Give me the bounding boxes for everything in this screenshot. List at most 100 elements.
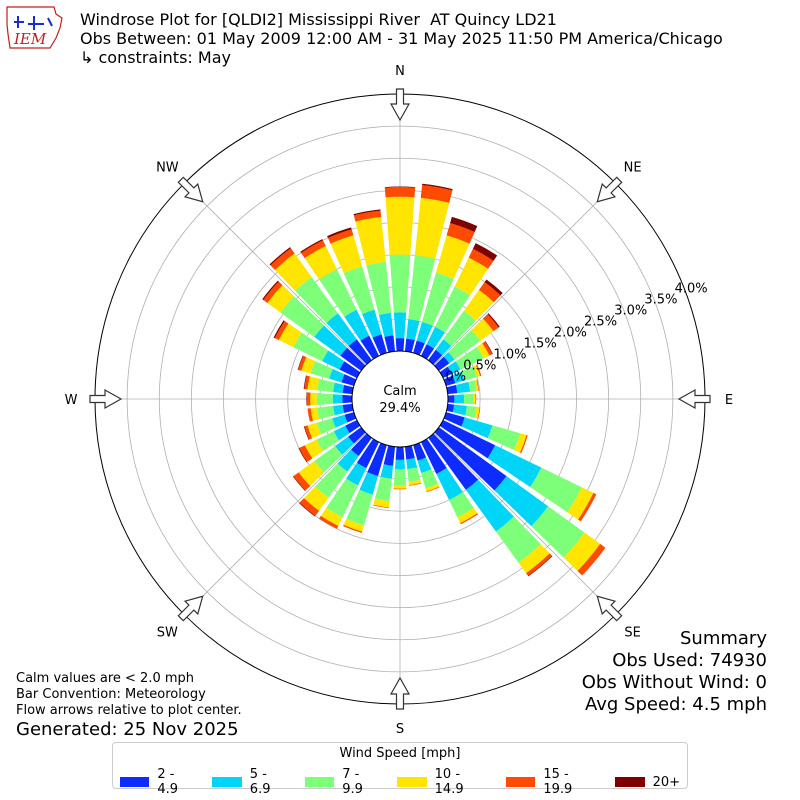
windrose-bar-segment [414,197,450,259]
direction-label-n: N [395,64,405,79]
direction-label-w: W [65,393,78,408]
windrose-bar-segment [380,464,394,479]
legend-label: 15 - 19.9 [543,767,573,797]
windrose-bar-segment [385,196,415,255]
windrose-bar-segment [518,544,550,574]
windrose-bar-segment [298,448,308,463]
direction-label-s: S [396,722,404,737]
windrose-bar-segment [299,502,316,517]
direction-label-nw: NW [156,160,179,175]
summary-block: Summary Obs Used: 74930 Obs Without Wind… [582,628,767,716]
windrose-bar-segment [406,458,418,470]
legend-item: 10 - 14.9 [397,767,492,797]
windrose-bar-segment [306,392,308,406]
legend-item: 7 - 9.9 [304,767,383,797]
windrose-bar-segment [274,320,289,341]
windrose-bar-segment [293,332,329,362]
summary-title: Summary [680,628,767,649]
windrose-bar-segment [394,459,406,470]
windrose-bar-segment [304,439,324,459]
windrose-bar-segment [327,227,352,238]
windrose-bar-segment [526,553,552,576]
radial-tick-label: 1.5% [524,337,557,352]
windrose-bar-segment [332,414,348,428]
windrose-bar-segment [435,339,452,356]
radial-tick-label: 4.0% [675,282,708,297]
windrose-bar-segment [463,289,494,321]
iem-logo: IEM [6,6,63,49]
windrose-bar-segment [484,341,493,355]
windrose-bar-segment [292,476,306,491]
windrose-bar-segment [367,442,387,477]
flow-arrow-icon [89,388,123,410]
windrose-bar-segment [434,427,507,491]
windrose-bar-segment [531,506,585,558]
windrose-bar-segment [578,492,597,522]
calm-label: Calm [383,384,416,399]
windrose-bar-segment [457,507,478,524]
windrose-bar-segment [404,338,415,353]
windrose-bar-segment [310,392,317,406]
grid-spoke [184,183,367,366]
windrose-bar-segment [335,436,354,455]
windrose-bar-segment [342,394,353,404]
legend-item: 15 - 19.9 [505,767,601,797]
legend-swatch [212,777,242,787]
windrose-bar-segment [422,183,453,191]
windrose-bar-segment [342,403,354,414]
windrose-bar-segment [471,318,494,341]
windrose-bar-segment [443,352,455,364]
radial-tick-label: 3.0% [614,304,647,319]
flow-arrows-note: Flow arrows relative to plot center. [16,703,242,718]
grid-spoke [433,432,616,615]
windrose-bar-segment [301,357,316,374]
windrose-bar-segment [280,296,325,337]
windrose-bar-segment [468,380,477,392]
windrose-bar-segment [473,364,481,378]
windrose-bar-segment [448,329,481,360]
direction-label-ne: NE [624,160,642,175]
windrose-bar-segment [577,543,606,576]
windrose-bar-segment [319,515,339,529]
windrose-bar-segment [307,408,313,422]
windrose-bar-segment [333,425,350,441]
windrose-bar-segment [329,368,345,383]
windrose-bar-segment [304,246,337,280]
windrose-bar-segment [337,449,359,472]
windrose-bar-segment [314,325,348,356]
windrose-bar-segment [465,405,477,418]
legend-items: 2 - 4.9 5 - 6.9 7 - 9.9 10 - 14.9 15 - 19.9 2… [113,767,687,797]
windrose-bar-segment [407,467,421,482]
windrose-bar-segment [468,248,494,269]
windrose-bar-segment [340,347,366,371]
windrose-bar-segment [446,403,455,413]
windrose-bar-segment [359,472,379,495]
windrose-bar-segment [303,426,310,440]
avg-speed: Avg Speed: 4.5 mph [585,694,767,715]
windrose-bar-segment [408,479,422,486]
windrose-bar-segment [346,489,373,526]
windrose-bar-segment [278,323,302,348]
windrose-bar-segment [408,255,436,322]
radial-tick-label: 0.5% [463,359,496,374]
windrose-bar-segment [299,445,313,462]
windrose-bar-segment [416,321,433,344]
windrose-bar-segment [375,476,392,502]
windrose-bar-segment [344,412,357,423]
legend-swatch [505,777,536,787]
windrose-bar-segment [301,240,326,259]
windrose-bar-segment [332,394,343,404]
legend-swatch [304,777,335,787]
windrose-bar-segment [454,257,489,296]
windrose-bar-segment [393,488,407,490]
windrose-bar-segment [372,334,387,356]
windrose-bar-segment [353,209,381,216]
flow-arrows [89,88,711,710]
windrose-bar-segment [406,319,420,340]
logo-text: IEM [13,30,47,48]
flow-arrow-icon [389,88,411,122]
windrose-bar-segment [342,384,354,395]
windrose-bar-segment [484,279,503,296]
windrose-bar-segment [262,280,279,301]
